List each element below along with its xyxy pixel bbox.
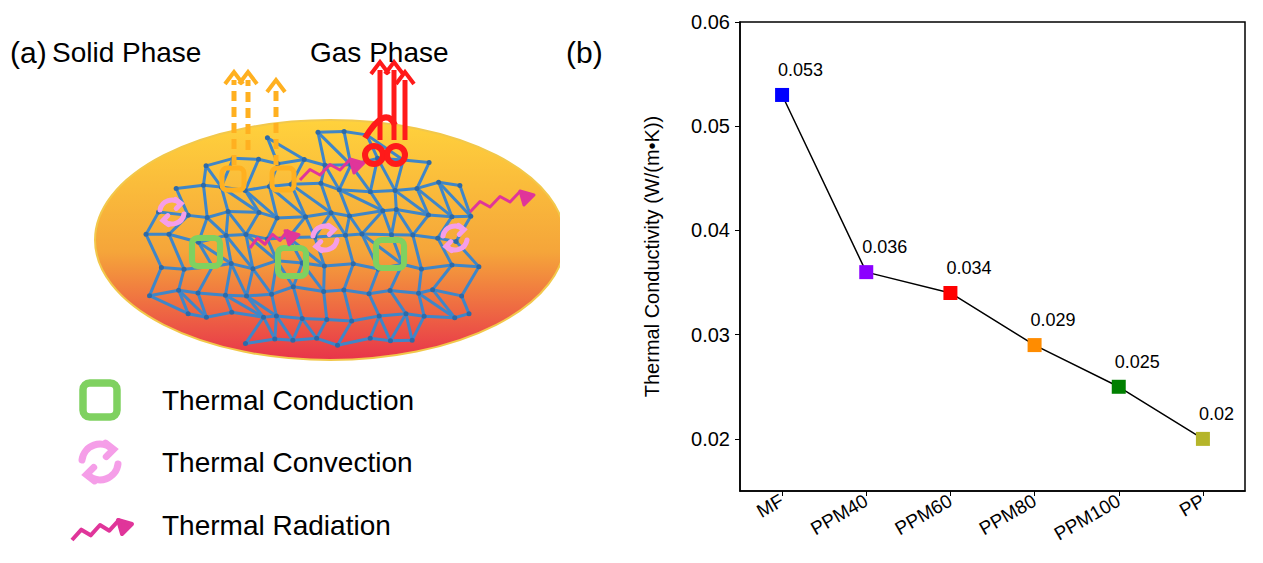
svg-text:Gas Phase: Gas Phase	[310, 37, 449, 68]
svg-text:0.053: 0.053	[778, 60, 823, 80]
svg-text:PPM80: PPM80	[975, 490, 1039, 539]
svg-text:PPM40: PPM40	[807, 490, 871, 539]
svg-text:0.034: 0.034	[946, 258, 991, 278]
svg-text:Solid Phase: Solid Phase	[52, 37, 201, 68]
svg-text:0.029: 0.029	[1031, 310, 1076, 330]
svg-text:0.04: 0.04	[691, 219, 730, 241]
svg-text:0.05: 0.05	[691, 115, 730, 137]
svg-text:0.025: 0.025	[1115, 352, 1160, 372]
svg-text:0.02: 0.02	[691, 428, 730, 450]
html-text:(a): (a)	[10, 36, 47, 69]
svg-text:MF: MF	[753, 490, 787, 522]
svg-text:0.02: 0.02	[1199, 404, 1234, 424]
svg-text:0.06: 0.06	[691, 11, 730, 33]
svg-text:Thermal Conduction: Thermal Conduction	[162, 385, 414, 416]
svg-text:0.03: 0.03	[691, 324, 730, 346]
svg-text:Thermal Radiation: Thermal Radiation	[162, 510, 391, 541]
html-text:(b): (b)	[566, 36, 603, 69]
svg-text:Thermal Convection: Thermal Convection	[162, 447, 413, 478]
svg-text:Thermal Conductivity (W/(m•K)): Thermal Conductivity (W/(m•K))	[641, 116, 663, 397]
svg-text:PP: PP	[1176, 490, 1208, 521]
svg-text:PPM100: PPM100	[1050, 490, 1124, 545]
svg-text:0.036: 0.036	[862, 237, 907, 257]
svg-text:PPM60: PPM60	[891, 490, 955, 539]
